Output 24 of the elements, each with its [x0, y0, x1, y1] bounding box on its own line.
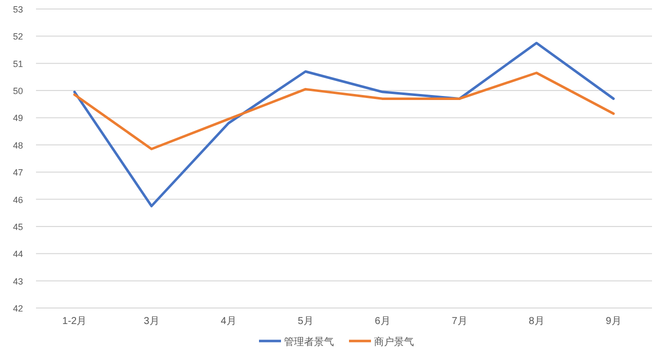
y-tick-label: 51	[12, 58, 24, 69]
x-tick-label: 3月	[144, 316, 160, 327]
y-tick-label: 45	[12, 222, 24, 232]
x-tick-label: 7月	[452, 316, 468, 327]
y-tick-label: 47	[12, 168, 24, 178]
x-tick-label: 6月	[374, 316, 390, 327]
y-tick-label: 49	[12, 113, 24, 124]
y-tick-label: 44	[12, 249, 24, 260]
x-tick-label: 5月	[298, 316, 314, 327]
y-tick-label: 48	[12, 140, 24, 150]
x-tick-label: 1-2月	[62, 316, 87, 327]
x-tick-label: 8月	[528, 316, 544, 327]
x-tick-label: 9月	[606, 316, 622, 327]
x-tick-label: 4月	[220, 316, 236, 327]
y-tick-label: 53	[12, 4, 24, 14]
y-tick-label: 50	[12, 86, 24, 96]
legend-label: 商户景气	[374, 336, 414, 348]
y-tick-label: 42	[12, 304, 24, 314]
line-series	[73, 42, 615, 208]
line-series	[73, 72, 615, 150]
y-tick-label: 52	[12, 32, 24, 42]
y-tick-label: 46	[12, 194, 24, 205]
legend-label: 管理者景气	[284, 336, 334, 348]
y-tick-label: 43	[12, 276, 24, 286]
